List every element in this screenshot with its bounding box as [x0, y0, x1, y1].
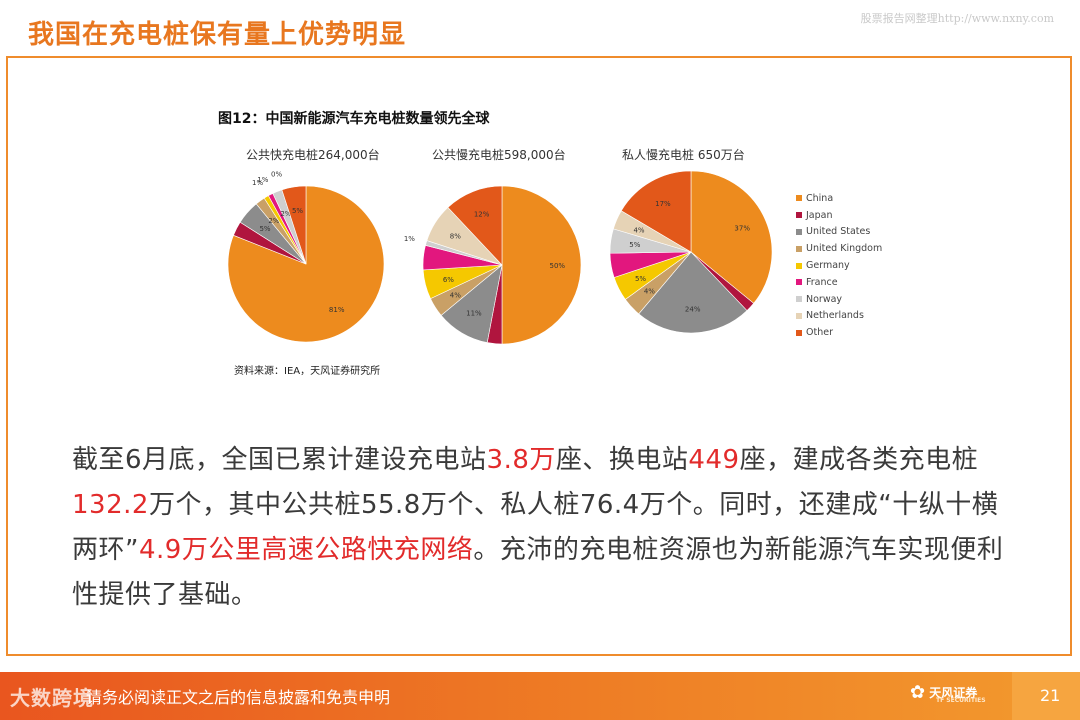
legend-item-other: Other: [796, 324, 882, 341]
legend-swatch: [796, 262, 802, 269]
legend-item-netherlands: Netherlands: [796, 308, 882, 325]
chart-legend: China Japan United States United Kingdom Ger…: [796, 190, 882, 341]
legend-item-norway: Norway: [796, 291, 882, 308]
legend-label: Japan: [806, 209, 833, 221]
figure-source: 资料来源：IEA，天风证券研究所: [234, 366, 381, 377]
pie3-label-norway: 5%: [629, 241, 640, 249]
pie1-label-germany: 1%: [252, 179, 263, 187]
body-highlight-2: 449: [688, 445, 740, 475]
legend-swatch: [796, 195, 802, 202]
pie2-label-other: 12%: [474, 211, 490, 219]
pie-title-slow-public: 公共慢充电桩598,000台: [432, 148, 566, 162]
pie3-slice-united-states: [638, 251, 748, 334]
pie1-label-norway: 2%: [280, 210, 291, 218]
legend-swatch: [796, 212, 802, 219]
watermark: 股票报告网整理http://www.nxny.com: [860, 12, 1054, 25]
body-text-1: 截至6月底，全国已累计建设充电站: [72, 445, 487, 475]
legend-label: Germany: [806, 260, 850, 272]
pie1-label-netherlands: 0%: [271, 171, 282, 179]
pie2-label-netherlands: 8%: [450, 232, 461, 240]
figure-title: 图12：中国新能源汽车充电桩数量领先全球: [218, 111, 490, 127]
pie2-label-united-kingdom: 4%: [450, 292, 461, 300]
pie2-label-norway: 1%: [404, 235, 415, 243]
pie-charts: 81%5%2%1%1%2%0%5%50%11%4%6%1% 8%12%37%24%…: [227, 170, 773, 345]
pie1-label-united-kingdom: 2%: [268, 217, 279, 225]
pie-title-fast-public: 公共快充电桩264,000台: [246, 148, 380, 162]
flower-logo-icon: ✿: [910, 682, 926, 703]
page-number: 21: [1040, 686, 1061, 705]
legend-item-china: China: [796, 190, 882, 207]
legend-label: China: [806, 192, 834, 204]
body-highlight-4: 4.9万公里高速公路快充网络: [138, 535, 474, 565]
legend-item-united-states: United States: [796, 224, 882, 241]
disclaimer-notice: 请务必阅读正文之后的信息披露和免责申明: [86, 688, 391, 707]
logo-subtext: TF SECURITIES: [936, 697, 986, 704]
legend-item-germany: Germany: [796, 257, 882, 274]
body-text-2: 座、换电站: [555, 445, 689, 475]
page-badge: [1012, 672, 1080, 720]
pie3-label-germany: 5%: [635, 275, 646, 283]
body-text-3: 座，建成各类充电桩: [739, 445, 979, 475]
legend-label: Norway: [806, 293, 843, 305]
pie3-label-united-kingdom: 4%: [644, 288, 655, 296]
brand-watermark: 大数跨境: [10, 686, 94, 710]
pie2-slice-china: [501, 185, 582, 345]
body-highlight-3: 132.2: [72, 490, 149, 520]
pie1-label-france: 1%: [257, 176, 268, 184]
legend-label: Other: [806, 327, 833, 339]
pie1-label-other: 5%: [292, 207, 303, 215]
legend-label: Netherlands: [806, 310, 864, 322]
company-logo: ✿ 天风证券 TF SECURITIES: [910, 682, 986, 704]
pie3-slice-other: [620, 170, 692, 253]
pie1-slice-china: [227, 185, 385, 343]
pie3-label-other: 17%: [655, 200, 671, 208]
legend-label: France: [806, 276, 838, 288]
legend-swatch: [796, 245, 802, 252]
legend-label: United Kingdom: [806, 243, 883, 255]
legend-item-japan: Japan: [796, 207, 882, 224]
footer-bar: 大数跨境 请务必阅读正文之后的信息披露和免责申明 ✿ 天风证券 TF SECUR…: [0, 672, 1080, 720]
body-highlight-1: 3.8万: [486, 445, 556, 475]
legend-label: United States: [806, 226, 871, 238]
legend-swatch: [796, 228, 802, 235]
pie2-label-germany: 6%: [443, 276, 454, 284]
pie1-label-united-states: 5%: [259, 225, 270, 233]
body-text-4: 万个，其中公共桩55.8万个、私人桩76.4万个。同时，还建成“十纵十横两环”: [72, 490, 999, 565]
legend-swatch: [796, 296, 802, 303]
pie1-label-china: 81%: [329, 306, 345, 314]
pie2-label-united-states: 11%: [466, 310, 482, 318]
logo-text: 天风证券: [929, 686, 978, 700]
legend-item-france: France: [796, 274, 882, 291]
pie3-label-china: 37%: [734, 225, 750, 233]
pie-title-slow-private: 私人慢充电桩 650万台: [622, 148, 745, 162]
pie3-label-united-states: 24%: [685, 306, 701, 314]
content-frame: [6, 56, 1072, 656]
pie3-label-netherlands: 4%: [633, 226, 644, 234]
pie2-label-china: 50%: [550, 262, 566, 270]
legend-swatch: [796, 279, 802, 286]
body-paragraph: 截至6月底，全国已累计建设充电站3.8万座、换电站449座，建成各类充电桩 132…: [72, 438, 1012, 618]
pie3-slice-china: [690, 170, 773, 304]
legend-swatch: [796, 312, 802, 319]
body-text-5: 。充沛的充电桩资源也为新能源汽车实现便利性提供了基础。: [72, 535, 1004, 610]
pie2-slice-other: [447, 185, 503, 266]
page-title: 我国在充电桩保有量上优势明显: [28, 20, 407, 50]
legend-swatch: [796, 329, 802, 336]
pie1-slice-other: [281, 185, 307, 265]
legend-item-united-kingdom: United Kingdom: [796, 240, 882, 257]
